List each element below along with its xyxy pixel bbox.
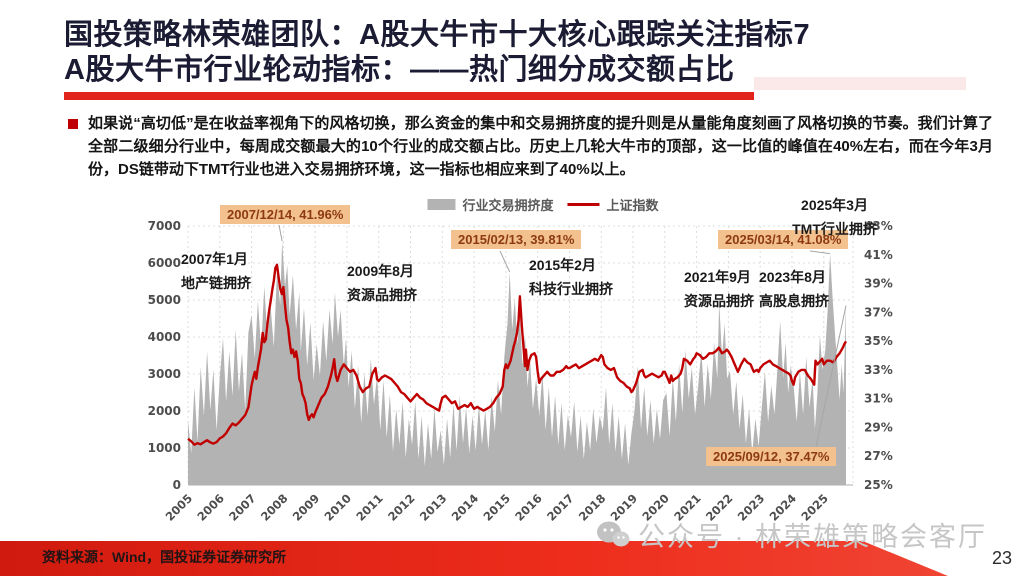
y-left-tick-label: 0 (173, 478, 181, 492)
title-underline (64, 92, 754, 100)
callout-2025-march-peak: 2025/03/14, 41.08% (718, 230, 849, 249)
page-title-line2: A股大牛市行业轮动指标：——热门细分成交额占比 (64, 54, 735, 86)
annotation-line: 2015年2月 (529, 257, 596, 273)
annotation-line: 2007年1月 (181, 251, 248, 267)
callout-2025-september: 2025/09/12, 37.47% (706, 447, 837, 466)
y-left-tick-label: 4000 (148, 330, 181, 344)
y-right-tick-label: 43% (864, 219, 893, 233)
y-left-tick-label: 2000 (148, 404, 181, 418)
annotation-line: TMT行业拥挤 (792, 221, 877, 237)
x-axis-tick-label: 2013 (417, 491, 450, 524)
annotation-2007-property: 2007年1月 地产链拥挤 (181, 247, 251, 295)
annotation-line: 2009年8月 (347, 263, 414, 279)
x-axis-tick-label: 2014 (449, 491, 482, 524)
y-left-tick-label: 6000 (148, 256, 181, 270)
y-left-tick-label: 3000 (148, 367, 181, 381)
x-axis-tick-label: 2012 (385, 491, 418, 524)
callout-2015-peak: 2015/02/13, 39.81% (451, 230, 582, 249)
y-right-tick-label: 39% (864, 277, 893, 291)
area-swatch-icon (427, 199, 456, 210)
x-axis-tick-label: 2017 (544, 491, 577, 524)
legend-line-label: 上证指数 (606, 198, 659, 213)
source-text: 资料来源：Wind，国投证券证券研究所 (42, 549, 287, 565)
wechat-icon (597, 521, 630, 546)
annotation-2025-tmt: 2025年3月 TMT行业拥挤 (772, 193, 897, 241)
x-axis-tick-label: 2006 (194, 491, 227, 524)
y-left-tick-label: 1000 (148, 441, 181, 455)
y-right-tick-label: 41% (864, 248, 893, 262)
chart-canvas: 7000 6000 5000 4000 3000 2000 1000 0 43% 41% 39% 37… (148, 219, 893, 524)
y-left-tick-label: 7000 (148, 219, 181, 233)
y-right-tick-label: 27% (864, 449, 893, 463)
legend-item-line: 上证指数 (567, 195, 659, 214)
annotation-line: 资源品拥挤 (684, 293, 754, 309)
y-left-tick-label: 5000 (148, 293, 181, 307)
callout-connector (499, 250, 511, 273)
callout-connector (815, 305, 847, 448)
chart: 7000 6000 5000 4000 3000 2000 1000 0 43% 41% 39% 37… (148, 193, 938, 533)
y-right-tick-label: 31% (864, 392, 893, 406)
annotation-2023-dividend: 2023年8月 高股息拥挤 (759, 265, 829, 313)
x-axis-tick-label: 2010 (322, 491, 355, 524)
bullet-marker (68, 119, 78, 129)
annotation-line: 资源品拥挤 (347, 287, 417, 303)
annotation-2015-tech: 2015年2月 科技行业拥挤 (529, 253, 613, 301)
x-axis-tick-label: 2009 (290, 491, 323, 524)
annotation-line: 2025年3月 (801, 197, 868, 213)
callout-connector (278, 224, 283, 242)
title-underline-faint (754, 77, 966, 90)
title-block: 国投策略林荣雄团队：A股大牛市十大核心跟踪关注指标7 A股大牛市行业轮动指标：—… (64, 18, 964, 88)
annotation-line: 2021年9月 (684, 269, 751, 285)
watermark-text: 公众号 · 林荣雄策略会客厅 (638, 522, 987, 552)
x-axis-tick-label: 2016 (512, 491, 545, 524)
y-right-tick-label: 37% (864, 305, 893, 319)
annotation-line: 科技行业拥挤 (529, 281, 613, 297)
y-right-tick-label: 33% (864, 363, 893, 377)
legend-item-area: 行业交易拥挤度 (427, 195, 554, 214)
annotation-line: 2023年8月 (759, 269, 826, 285)
line-series-sse-index (187, 263, 848, 446)
footer-banner (0, 541, 948, 576)
bullet-text: 如果说“高切低”是在收益率视角下的风格切换，那么资金的集中和交易拥挤度的提升则是… (88, 115, 993, 178)
x-axis-tick-label: 2008 (258, 491, 291, 524)
x-axis-tick-label: 2015 (480, 491, 513, 524)
chart-legend: 行业交易拥挤度 上证指数 (427, 195, 659, 214)
annotation-2009-resources: 2009年8月 资源品拥挤 (347, 259, 417, 307)
y-right-tick-label: 29% (864, 420, 893, 434)
y-right-tick-label: 35% (864, 334, 893, 348)
watermark: 公众号 · 林荣雄策略会客厅 (596, 515, 987, 554)
annotation-line: 高股息拥挤 (759, 293, 829, 309)
x-axis-tick-label: 2005 (163, 491, 196, 524)
line-swatch-icon (567, 203, 600, 206)
x-axis-tick-label: 2007 (226, 491, 259, 524)
annotation-2021-resources: 2021年9月 资源品拥挤 (684, 265, 754, 313)
callout-2007-peak: 2007/12/14, 41.96% (220, 205, 351, 224)
callout-connector (809, 250, 831, 255)
x-axis-tick-label: 2011 (353, 491, 386, 524)
annotation-line: 地产链拥挤 (181, 275, 251, 291)
legend-area-label: 行业交易拥挤度 (462, 198, 554, 213)
page-title-line1: 国投策略林荣雄团队：A股大牛市十大核心跟踪关注指标7 (64, 19, 811, 51)
area-series-congestion (188, 241, 846, 485)
y-right-tick-label: 25% (864, 478, 893, 492)
page-number: 23 (991, 548, 1012, 568)
